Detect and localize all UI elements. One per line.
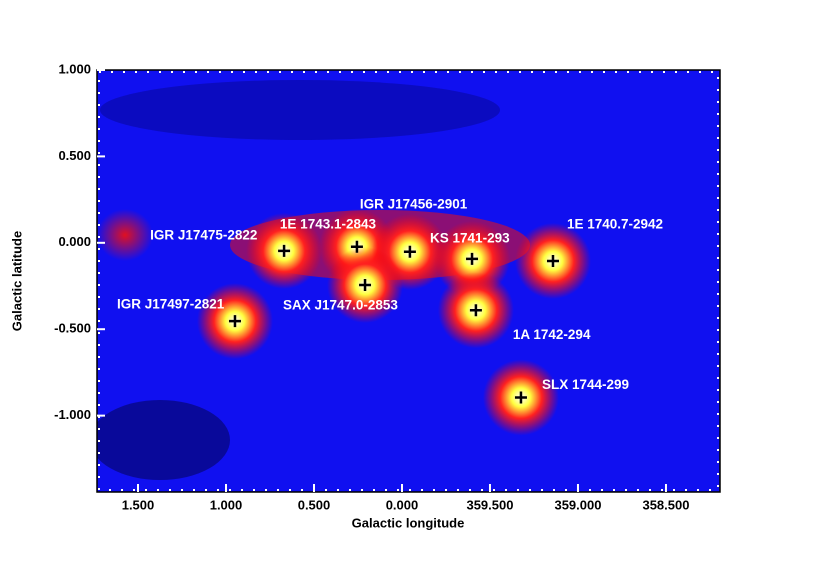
source-label: 1E 1743.1-2843: [280, 216, 377, 231]
source-label: IGR J17497-2821: [117, 297, 225, 312]
plot-frame: [96, 69, 721, 493]
source-label: IGR J17475-2822: [150, 227, 257, 242]
sky-map: [97, 70, 720, 492]
source-marker: [278, 244, 291, 257]
source-marker: [403, 245, 416, 258]
source-label: SAX J1747.0-2853: [283, 298, 398, 313]
dark-region: [100, 80, 500, 140]
source-label: KS 1741-293: [430, 230, 510, 245]
x-axis-title: Galactic longitude: [352, 515, 465, 530]
minor-ticks: [98, 71, 719, 491]
source-marker: [350, 240, 363, 253]
source-marker: [469, 304, 482, 317]
x-tick-label: 359.000: [554, 497, 601, 512]
x-tick-label: 0.500: [298, 497, 331, 512]
source-label: 1E 1740.7-2942: [567, 217, 663, 232]
y-axis-title: Galactic latitude: [9, 231, 24, 331]
source-marker: [546, 254, 559, 267]
source-label: 1A 1742-294: [513, 327, 591, 342]
y-tick-label: 0.500: [58, 148, 91, 163]
y-tick-label: -0.500: [54, 321, 91, 336]
source-marker: [228, 315, 241, 328]
source-marker: [514, 391, 527, 404]
source-marker: [466, 252, 479, 265]
y-tick-label: -1.000: [54, 407, 91, 422]
emission-blob: [97, 209, 153, 261]
x-tick-label: 0.000: [386, 497, 419, 512]
y-tick-label: 1.000: [58, 61, 91, 76]
x-tick-label: 358.500: [642, 497, 689, 512]
x-tick-label: 1.500: [122, 497, 155, 512]
source-label: IGR J17456-2901: [360, 196, 468, 211]
y-tick-label: 0.000: [58, 234, 91, 249]
source-marker: [359, 278, 372, 291]
source-label: SLX 1744-299: [542, 377, 629, 392]
x-tick-label: 1.000: [210, 497, 243, 512]
x-tick-label: 359.500: [466, 497, 513, 512]
dark-region: [97, 400, 230, 480]
